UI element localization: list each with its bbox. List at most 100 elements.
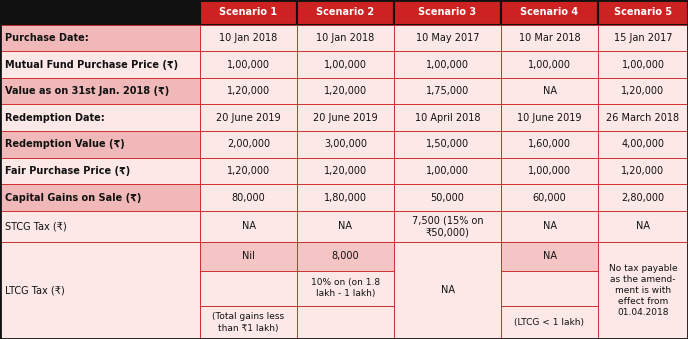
- Bar: [200, 104, 297, 131]
- Text: NA: NA: [440, 285, 455, 295]
- Bar: [200, 25, 297, 51]
- Text: 60,000: 60,000: [533, 193, 566, 203]
- Text: (LTCG < 1 lakh): (LTCG < 1 lakh): [515, 318, 585, 327]
- Text: Scenario 4: Scenario 4: [520, 7, 579, 17]
- Bar: [0, 25, 200, 51]
- Text: Mutual Fund Purchase Price (₹): Mutual Fund Purchase Price (₹): [5, 60, 178, 69]
- Bar: [598, 158, 688, 184]
- Text: 10 May 2017: 10 May 2017: [416, 33, 480, 43]
- Bar: [394, 211, 501, 242]
- Bar: [0, 131, 200, 158]
- Text: 20 June 2019: 20 June 2019: [216, 113, 281, 123]
- Text: STCG Tax (₹): STCG Tax (₹): [5, 221, 67, 231]
- Text: 50,000: 50,000: [431, 193, 464, 203]
- Bar: [200, 51, 297, 78]
- Bar: [501, 211, 598, 242]
- Bar: [297, 184, 394, 211]
- Text: NA: NA: [543, 221, 557, 231]
- Bar: [501, 271, 598, 306]
- Text: 2,00,000: 2,00,000: [227, 139, 270, 149]
- Text: 1,00,000: 1,00,000: [426, 166, 469, 176]
- Text: 1,00,000: 1,00,000: [227, 60, 270, 69]
- Text: 10 June 2019: 10 June 2019: [517, 113, 582, 123]
- Text: 1,50,000: 1,50,000: [426, 139, 469, 149]
- Bar: [394, 131, 501, 158]
- Bar: [501, 184, 598, 211]
- Bar: [598, 0, 688, 25]
- Bar: [598, 211, 688, 242]
- Text: Scenario 5: Scenario 5: [614, 7, 672, 17]
- Text: 10% on (on 1.8
lakh - 1 lakh): 10% on (on 1.8 lakh - 1 lakh): [311, 278, 380, 298]
- Text: 3,00,000: 3,00,000: [324, 139, 367, 149]
- Bar: [598, 131, 688, 158]
- Bar: [297, 271, 394, 306]
- Bar: [501, 306, 598, 339]
- Text: NA: NA: [543, 86, 557, 96]
- Text: 1,20,000: 1,20,000: [621, 86, 665, 96]
- Text: 1,20,000: 1,20,000: [227, 86, 270, 96]
- Text: Scenario 2: Scenario 2: [316, 7, 374, 17]
- Text: Fair Purchase Price (₹): Fair Purchase Price (₹): [5, 166, 130, 176]
- Bar: [297, 211, 394, 242]
- Bar: [297, 51, 394, 78]
- Bar: [501, 0, 598, 25]
- Text: 26 March 2018: 26 March 2018: [606, 113, 680, 123]
- Bar: [0, 158, 200, 184]
- Bar: [394, 78, 501, 104]
- Bar: [394, 184, 501, 211]
- Bar: [200, 184, 297, 211]
- Text: 1,00,000: 1,00,000: [528, 166, 571, 176]
- Bar: [0, 78, 200, 104]
- Text: 8,000: 8,000: [332, 251, 359, 261]
- Text: Redemption Date:: Redemption Date:: [5, 113, 105, 123]
- Text: Nil: Nil: [242, 251, 255, 261]
- Bar: [598, 104, 688, 131]
- Bar: [297, 0, 394, 25]
- Bar: [501, 158, 598, 184]
- Text: 4,00,000: 4,00,000: [621, 139, 665, 149]
- Bar: [598, 242, 688, 339]
- Bar: [0, 0, 200, 25]
- Bar: [598, 51, 688, 78]
- Text: 1,60,000: 1,60,000: [528, 139, 571, 149]
- Text: 10 Jan 2018: 10 Jan 2018: [219, 33, 278, 43]
- Bar: [200, 306, 297, 339]
- Bar: [598, 184, 688, 211]
- Bar: [200, 0, 297, 25]
- Text: Capital Gains on Sale (₹): Capital Gains on Sale (₹): [5, 193, 141, 203]
- Bar: [598, 25, 688, 51]
- Text: 15 Jan 2017: 15 Jan 2017: [614, 33, 672, 43]
- Text: 10 Mar 2018: 10 Mar 2018: [519, 33, 580, 43]
- Bar: [297, 78, 394, 104]
- Text: NA: NA: [543, 251, 557, 261]
- Text: No tax payable
as the amend-
ment is with
effect from
01.04.2018: No tax payable as the amend- ment is wit…: [609, 264, 677, 317]
- Text: Value as on 31st Jan. 2018 (₹): Value as on 31st Jan. 2018 (₹): [5, 86, 169, 96]
- Text: 1,20,000: 1,20,000: [324, 86, 367, 96]
- Text: 20 June 2019: 20 June 2019: [313, 113, 378, 123]
- Text: Redemption Value (₹): Redemption Value (₹): [5, 139, 125, 149]
- Text: NA: NA: [636, 221, 650, 231]
- Text: NA: NA: [241, 221, 255, 231]
- Text: 2,80,000: 2,80,000: [621, 193, 665, 203]
- Bar: [501, 131, 598, 158]
- Bar: [0, 51, 200, 78]
- Bar: [297, 306, 394, 339]
- Bar: [0, 104, 200, 131]
- Text: Scenario 3: Scenario 3: [418, 7, 477, 17]
- Bar: [394, 104, 501, 131]
- Text: 1,20,000: 1,20,000: [324, 166, 367, 176]
- Bar: [394, 25, 501, 51]
- Bar: [200, 242, 297, 271]
- Bar: [297, 158, 394, 184]
- Text: 1,80,000: 1,80,000: [324, 193, 367, 203]
- Bar: [0, 184, 200, 211]
- Bar: [200, 211, 297, 242]
- Text: Purchase Date:: Purchase Date:: [5, 33, 89, 43]
- Bar: [501, 104, 598, 131]
- Bar: [0, 211, 200, 242]
- Text: 1,00,000: 1,00,000: [324, 60, 367, 69]
- Bar: [297, 242, 394, 271]
- Bar: [297, 131, 394, 158]
- Bar: [297, 104, 394, 131]
- Bar: [394, 0, 501, 25]
